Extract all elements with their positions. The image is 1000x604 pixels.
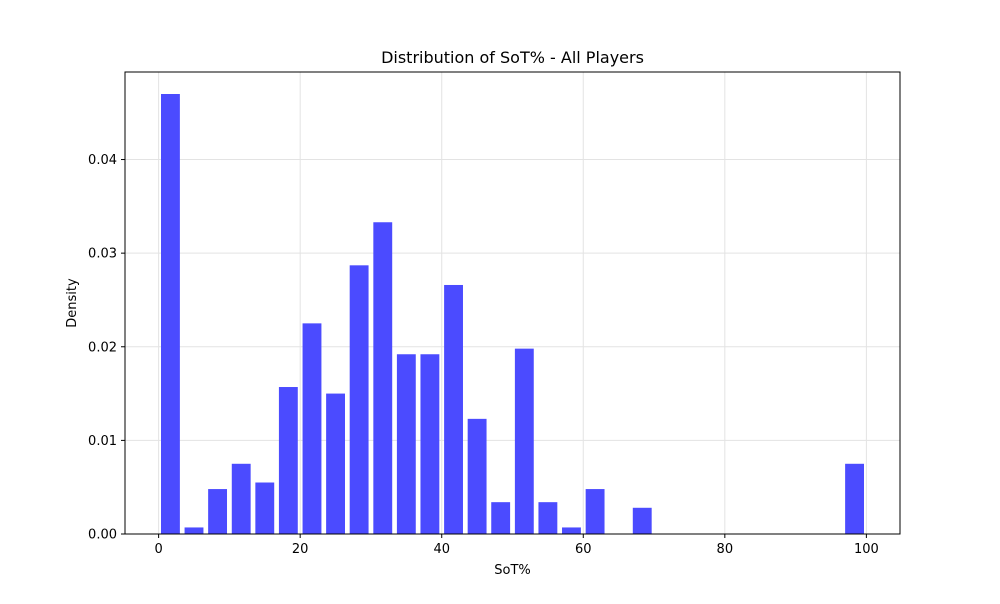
bar-series bbox=[161, 94, 864, 535]
histogram-bar bbox=[420, 354, 440, 534]
histogram-bar bbox=[326, 393, 345, 534]
x-tick-label: 20 bbox=[292, 542, 309, 557]
x-tick-label: 0 bbox=[154, 542, 162, 557]
histogram-bar bbox=[632, 507, 652, 534]
x-axis-ticks: 0 20 40 60 80 100 bbox=[154, 534, 879, 557]
histogram-bar bbox=[514, 348, 534, 534]
histogram-bar bbox=[585, 489, 605, 534]
y-axis-label: Density bbox=[65, 278, 80, 328]
y-tick-label: 0.04 bbox=[88, 153, 117, 168]
chart-title: Distribution of SoT% - All Players bbox=[381, 48, 644, 67]
histogram-bar bbox=[467, 418, 487, 534]
x-tick-label: 60 bbox=[575, 542, 592, 557]
histogram-bar bbox=[491, 502, 511, 534]
y-tick-label: 0.01 bbox=[88, 434, 117, 449]
histogram-bar bbox=[255, 482, 275, 534]
histogram-bar bbox=[302, 323, 322, 534]
y-tick-label: 0.03 bbox=[88, 247, 117, 262]
histogram-bar bbox=[208, 489, 228, 534]
y-tick-label: 0.02 bbox=[88, 340, 117, 355]
y-tick-label: 0.00 bbox=[88, 528, 117, 543]
histogram-bar bbox=[278, 387, 298, 534]
histogram-bar bbox=[373, 222, 393, 535]
x-axis-label: SoT% bbox=[494, 563, 531, 578]
histogram-bar bbox=[845, 463, 864, 534]
histogram-bar bbox=[396, 354, 416, 534]
x-tick-label: 40 bbox=[433, 542, 450, 557]
histogram-bar bbox=[184, 527, 204, 534]
histogram-bar bbox=[161, 94, 180, 534]
histogram-bar bbox=[538, 502, 558, 534]
x-tick-label: 100 bbox=[854, 542, 879, 557]
y-axis-ticks: 0.00 0.01 0.02 0.03 0.04 bbox=[88, 153, 125, 543]
histogram-bar bbox=[231, 463, 251, 534]
plot-area-frame bbox=[124, 71, 901, 535]
histogram-bar bbox=[562, 527, 581, 534]
histogram-bar bbox=[349, 265, 369, 534]
histogram-bar bbox=[444, 284, 463, 534]
x-tick-label: 80 bbox=[717, 542, 734, 557]
